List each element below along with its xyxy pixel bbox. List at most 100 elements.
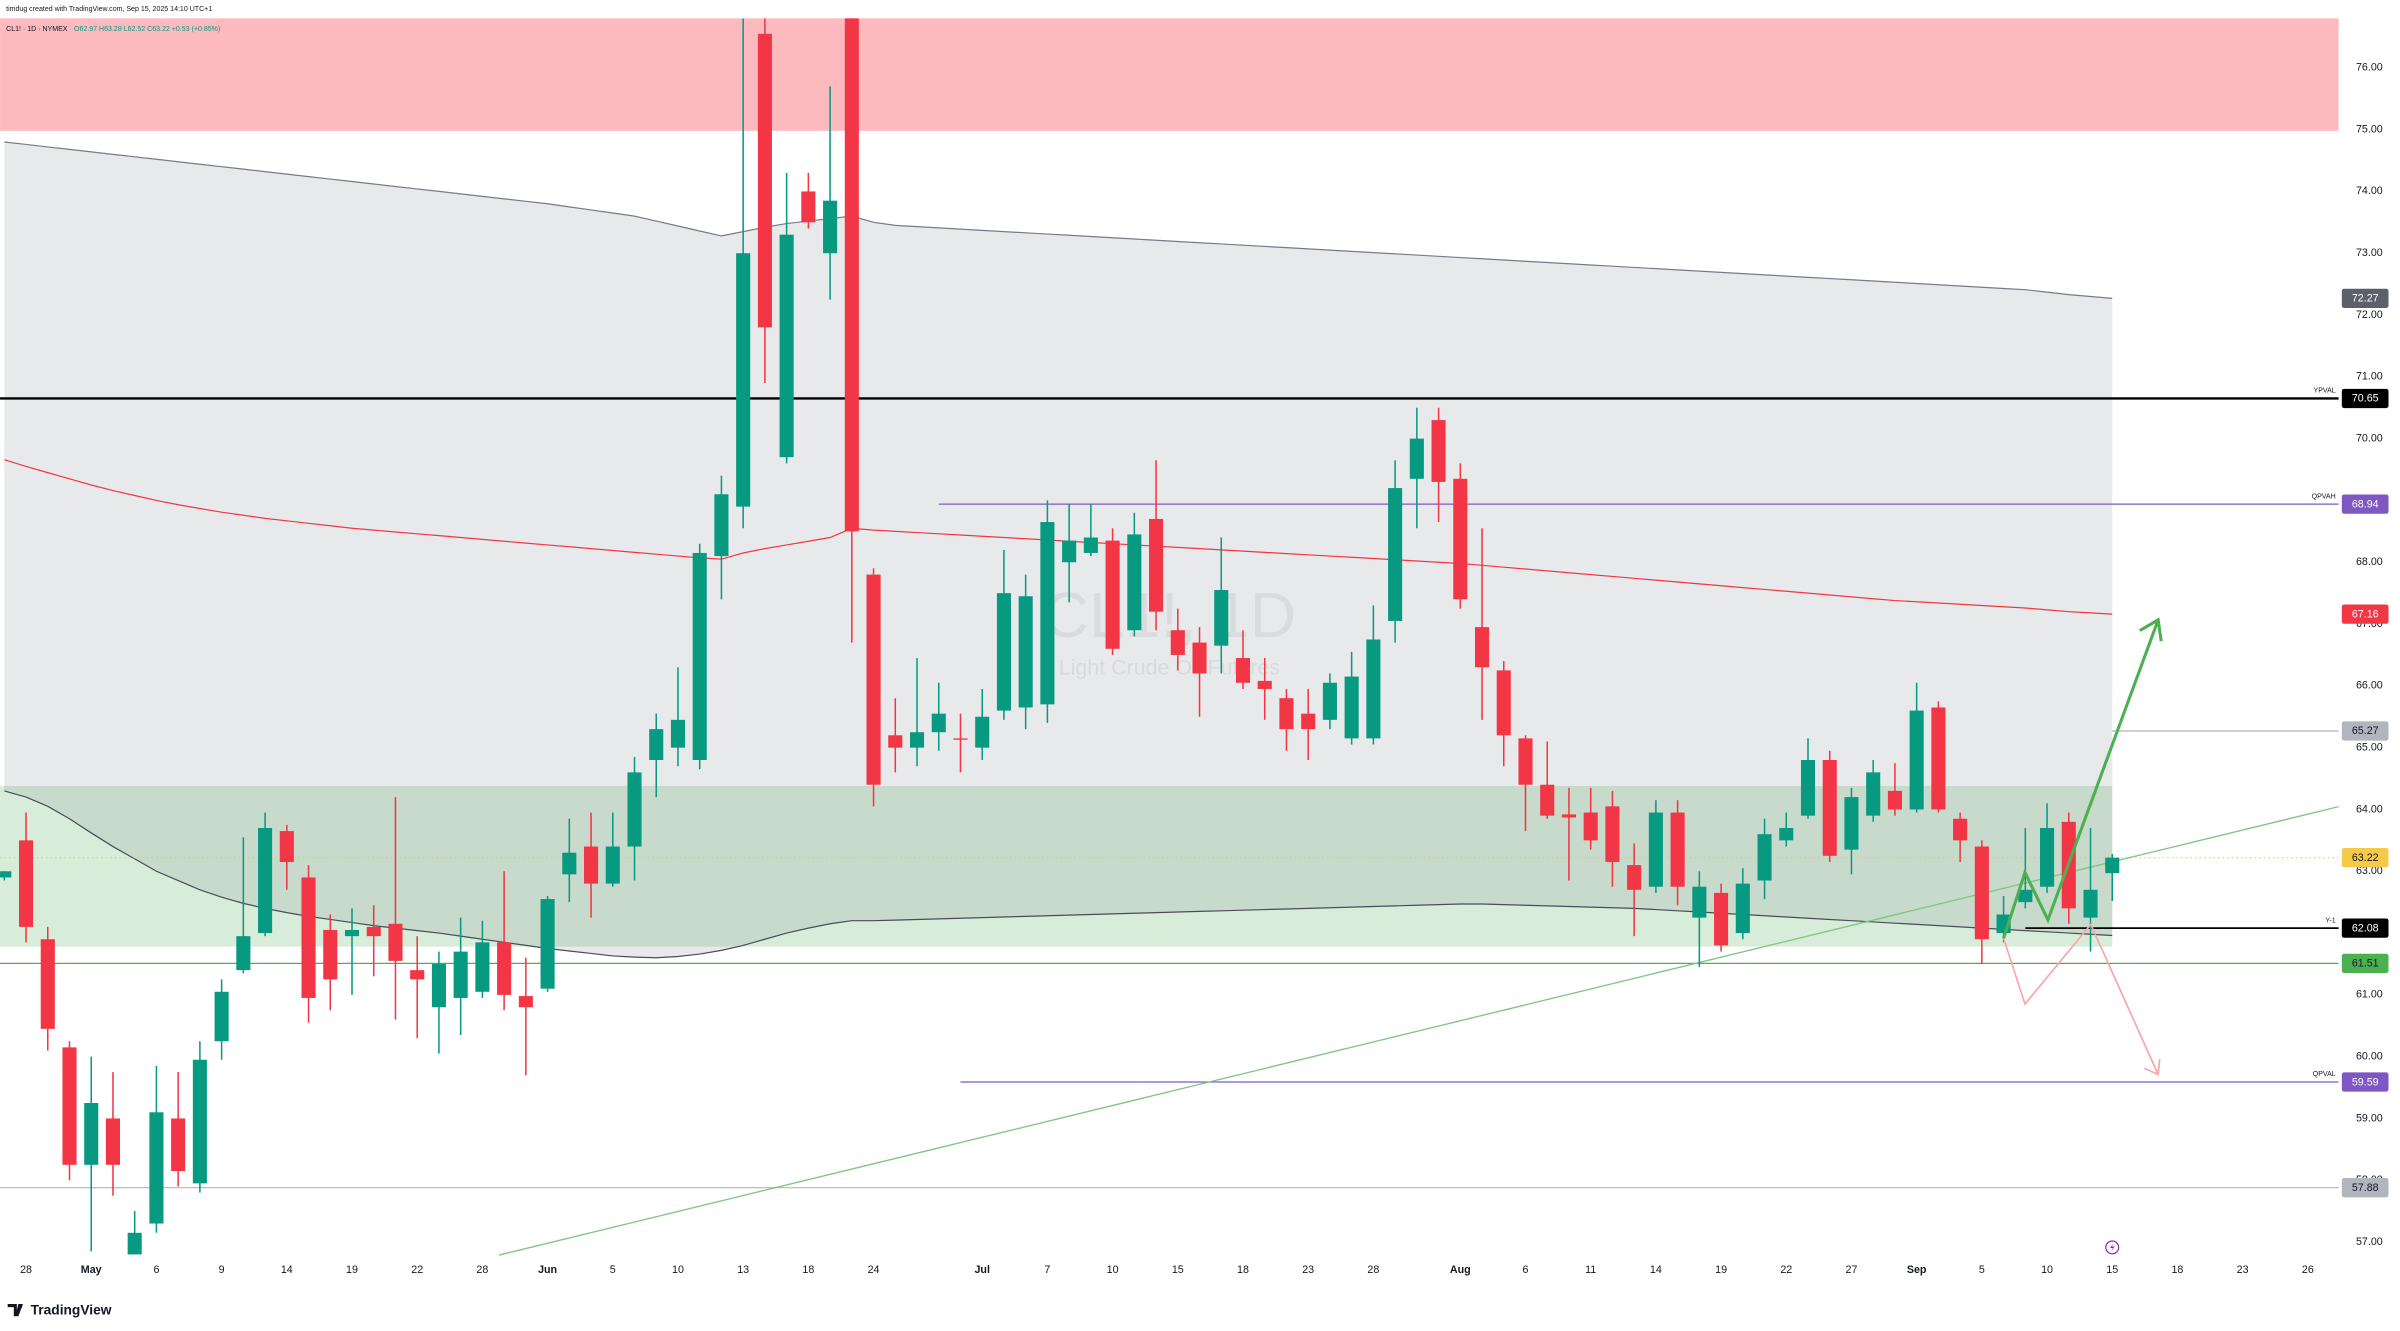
candle-body: [1127, 534, 1142, 631]
candle-body: [431, 963, 446, 1008]
candle-body: [1496, 670, 1511, 736]
candle-body: [1909, 710, 1924, 810]
band-upper: [4, 141, 2113, 299]
y-tick-label: 59.00: [2356, 1112, 2383, 1124]
candle-body: [1540, 784, 1555, 816]
candle-body: [1931, 707, 1946, 810]
x-tick-label: 5: [610, 1264, 616, 1276]
candle-body: [975, 716, 990, 748]
candle-body: [1040, 522, 1055, 705]
candle-body: [192, 1059, 207, 1184]
x-tick-label: 18: [2171, 1264, 2183, 1276]
x-tick-label: 19: [1715, 1264, 1727, 1276]
x-tick-label: 10: [1107, 1264, 1119, 1276]
x-tick-label: 24: [868, 1264, 880, 1276]
candle-body: [953, 738, 968, 740]
candle-body: [1518, 738, 1533, 785]
band-lower: [4, 790, 2113, 959]
candle-body: [1388, 488, 1403, 621]
candle-body: [214, 991, 229, 1042]
x-tick-label: 22: [411, 1264, 423, 1276]
candle-body: [1627, 865, 1642, 890]
candle-body: [1366, 639, 1381, 739]
x-tick-label: 11: [1585, 1264, 1596, 1276]
candle-body: [1062, 540, 1077, 563]
price-label-box: [2341, 721, 2389, 741]
x-tick-label: 14: [281, 1264, 293, 1276]
brand: TradingView: [31, 1303, 112, 1318]
price-label-box: [2341, 918, 2389, 938]
x-tick-label: 19: [346, 1264, 358, 1276]
y-tick-label: 70.00: [2356, 432, 2383, 444]
x-tick-label: Aug: [1450, 1264, 1471, 1276]
candle-body: [171, 1118, 186, 1172]
price-label: 62.08: [2352, 922, 2379, 934]
candle-body: [344, 929, 360, 937]
price-label: 63.22: [2352, 852, 2379, 864]
x-tick-label: 15: [2106, 1264, 2118, 1276]
candles: [0, 18, 2120, 1255]
bear-arrowhead: [2144, 1059, 2161, 1076]
candle-body: [2105, 857, 2120, 874]
x-tick-label: 7: [1044, 1264, 1050, 1276]
vwap-line: [4, 459, 2113, 615]
candle-body: [1670, 812, 1685, 887]
candle-body: [1800, 760, 1816, 816]
candle-body: [1779, 827, 1794, 841]
candle-body: [0, 871, 12, 878]
candle-body: [736, 253, 751, 507]
candle-body: [84, 1103, 99, 1165]
x-tick-label: 14: [1650, 1264, 1662, 1276]
candle-body: [823, 200, 838, 254]
price-label-box: [2341, 953, 2389, 973]
candle-body: [909, 732, 925, 748]
price-label-box: [2341, 494, 2389, 514]
y-tick-label: 57.00: [2356, 1236, 2383, 1248]
candle-body: [410, 970, 425, 980]
candle-body: [1474, 627, 1490, 668]
y-tick-label: 75.00: [2356, 123, 2383, 135]
x-tick-label: Jun: [538, 1264, 557, 1276]
price-label-box: [2341, 288, 2389, 308]
x-tick-label: 9: [219, 1264, 225, 1276]
candle-body: [1279, 698, 1294, 730]
candle-body: [540, 899, 555, 989]
y-tick-label: 64.00: [2356, 803, 2383, 815]
price-label: 61.51: [2352, 958, 2379, 970]
candle-body: [888, 735, 903, 748]
x-tick-label: May: [81, 1264, 102, 1276]
x-tick-label: 28: [1367, 1264, 1379, 1276]
x-tick-label: 28: [20, 1264, 32, 1276]
candle-body: [1757, 834, 1772, 881]
axes: 57.0058.0059.0060.0061.0062.0063.0064.00…: [20, 0, 2400, 1286]
y-tick-label: 72.00: [2356, 309, 2383, 321]
candle-body: [1822, 760, 1837, 856]
price-label: 72.27: [2352, 293, 2379, 305]
drawings: [498, 805, 2339, 1256]
price-label-box: [2341, 604, 2389, 624]
candle-body: [562, 852, 577, 875]
event-icon[interactable]: [2105, 1240, 2120, 1255]
band-fill: [4, 141, 2113, 958]
x-tick-label: 26: [2302, 1264, 2314, 1276]
watermark-symbol: CL1!, 1D: [1043, 579, 1297, 651]
x-tick-label: 13: [737, 1264, 749, 1276]
candle-body: [518, 996, 533, 1008]
candle-body: [1344, 676, 1359, 739]
candle-body: [931, 713, 946, 733]
price-label-box: [2341, 848, 2389, 868]
footer: TradingView: [7, 1303, 112, 1318]
y-tick-label: 76.00: [2356, 62, 2383, 74]
candle-body: [1105, 540, 1120, 649]
candle-body: [757, 33, 772, 328]
candle-body: [692, 552, 707, 761]
x-tick-label: 22: [1780, 1264, 1792, 1276]
candle-body: [497, 942, 512, 995]
x-tick-label: Sep: [1907, 1264, 1927, 1276]
x-tick-label: 10: [672, 1264, 684, 1276]
candle-body: [996, 593, 1011, 711]
candle-body: [801, 191, 816, 223]
x-tick-label: Jul: [974, 1264, 989, 1276]
candle-body: [1257, 680, 1272, 689]
